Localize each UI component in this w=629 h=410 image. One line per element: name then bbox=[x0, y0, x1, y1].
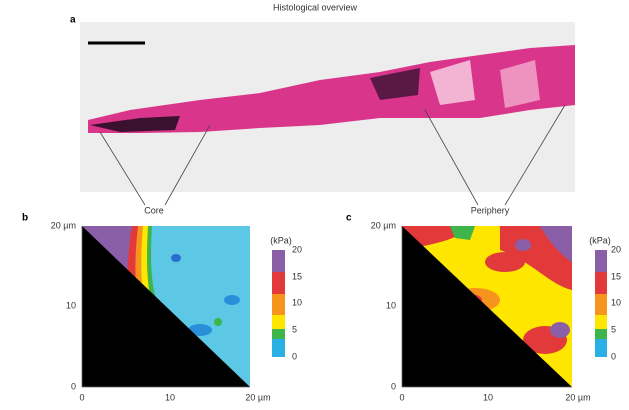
map-spot bbox=[485, 252, 525, 272]
colorbar-tick-label: 20 bbox=[292, 244, 302, 254]
x-tick-label: 20 µm bbox=[245, 392, 270, 402]
colorbar-band bbox=[272, 339, 285, 357]
x-tick-label: 10 bbox=[165, 392, 175, 402]
colorbar-band bbox=[595, 294, 607, 315]
colorbar-band bbox=[595, 329, 607, 339]
y-tick-label: 0 bbox=[391, 381, 396, 391]
colorbar-band bbox=[595, 272, 607, 294]
x-tick-label: 20 µm bbox=[565, 392, 590, 402]
colorbar-tick-label: 10 bbox=[292, 297, 302, 307]
map-spot bbox=[214, 318, 222, 326]
figure: Histological overview a Core Periphery b… bbox=[0, 0, 629, 410]
colorbar-band bbox=[272, 329, 285, 339]
colorbar bbox=[595, 250, 607, 357]
colorbar-tick-label: 5 bbox=[292, 324, 297, 334]
panel-label: a bbox=[70, 15, 76, 26]
panel-label: c bbox=[346, 213, 352, 224]
y-tick-label: 20 µm bbox=[51, 220, 76, 230]
core-label: Core bbox=[144, 205, 164, 215]
panel-label: b bbox=[22, 213, 28, 224]
colorbar-tick-label: 15 bbox=[611, 271, 621, 281]
y-tick-label: 0 bbox=[71, 381, 76, 391]
map-spot bbox=[550, 322, 570, 338]
colorbar-band bbox=[595, 250, 607, 272]
x-tick-label: 10 bbox=[483, 392, 493, 402]
colorbar bbox=[272, 250, 285, 357]
map-spot bbox=[515, 239, 531, 251]
colorbar-band bbox=[595, 339, 607, 357]
colorbar-tick-label: 20 bbox=[611, 244, 621, 254]
periphery-label: Periphery bbox=[471, 205, 510, 215]
colorbar-tick-label: 5 bbox=[611, 324, 616, 334]
figure-title: Histological overview bbox=[273, 2, 358, 12]
colorbar-tick-label: 0 bbox=[611, 351, 616, 361]
map-spot bbox=[224, 295, 240, 305]
colorbar-unit: (kPa) bbox=[589, 235, 611, 245]
x-tick-label: 0 bbox=[399, 392, 404, 402]
colorbar-band bbox=[272, 294, 285, 315]
colorbar-unit: (kPa) bbox=[270, 235, 292, 245]
x-tick-label: 0 bbox=[79, 392, 84, 402]
colorbar-band bbox=[272, 272, 285, 294]
colorbar-band bbox=[595, 315, 607, 329]
y-tick-label: 20 µm bbox=[371, 220, 396, 230]
colorbar-tick-label: 15 bbox=[292, 271, 302, 281]
colorbar-band bbox=[272, 250, 285, 272]
y-tick-label: 10 bbox=[66, 300, 76, 310]
colorbar-band bbox=[272, 315, 285, 329]
colorbar-tick-label: 0 bbox=[292, 351, 297, 361]
map-spot bbox=[171, 254, 181, 262]
colorbar-tick-label: 10 bbox=[611, 297, 621, 307]
y-tick-label: 10 bbox=[386, 300, 396, 310]
